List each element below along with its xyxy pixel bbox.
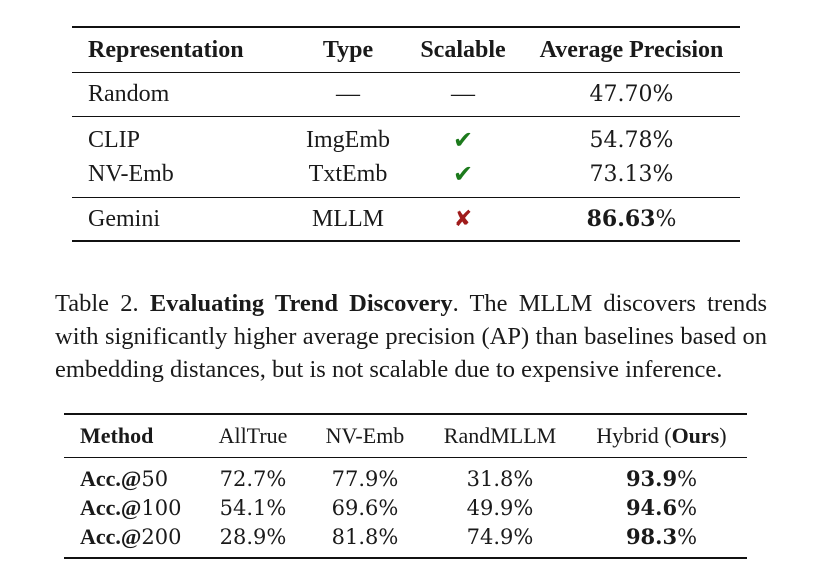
header-hybrid: Hybrid (Ours) — [576, 413, 747, 458]
table-row: Acc.@50 72.7% 77.9% 31.8% 93.9% — [64, 458, 747, 494]
table-row: Acc.@200 28.9% 81.8% 74.9% 98.3% — [64, 522, 747, 559]
header-hybrid-prefix: Hybrid ( — [596, 423, 672, 448]
table-row: Random — — 47.70% — [72, 72, 740, 117]
cell-representation: Gemini — [72, 197, 293, 242]
cell-hybrid: 98.3% — [576, 522, 747, 559]
acc-label: Acc.@ — [80, 523, 142, 549]
table-row: Acc.@100 54.1% 69.6% 49.9% 94.6% — [64, 493, 747, 522]
representation-comparison-table: Representation Type Scalable Average Pre… — [72, 26, 740, 242]
table-row: NV-Emb TxtEmb ✔ 73.13% — [72, 157, 740, 198]
method-accuracy-table: Method AllTrue NV-Emb RandMLLM Hybrid (O… — [64, 413, 747, 559]
best-value: 93.9 — [625, 466, 678, 491]
caption-text: . The MLLM discovers trends with signifi… — [55, 289, 767, 383]
header-average-precision: Average Precision — [523, 26, 740, 73]
acc-k: 200 — [141, 524, 182, 549]
caption-lead: Evaluating Trend Discovery — [149, 289, 453, 317]
cell-type: — — [293, 72, 403, 117]
acc-label: Acc.@ — [80, 465, 142, 491]
header-representation: Representation — [72, 26, 293, 73]
cell-scalable: ✔ — [403, 117, 523, 158]
table-header-row: Method AllTrue NV-Emb RandMLLM Hybrid (O… — [64, 413, 747, 458]
header-type: Type — [293, 26, 403, 73]
cell-alltrue: 28.9% — [200, 522, 306, 559]
cell-hybrid: 94.6% — [576, 493, 747, 522]
table-caption: Table 2. Evaluating Trend Discovery. The… — [55, 287, 767, 386]
cell-representation: NV-Emb — [72, 157, 293, 198]
percent-sign: % — [677, 496, 698, 520]
caption-label: Table 2. — [55, 289, 139, 317]
table-row: CLIP ImgEmb ✔ 54.78% — [72, 117, 740, 158]
cell-nvemb: 77.9% — [331, 466, 399, 491]
acc-label: Acc.@ — [80, 494, 142, 520]
header-hybrid-ours: Ours — [671, 423, 720, 448]
header-nvemb: NV-Emb — [306, 413, 424, 458]
cell-scalable: ✔ — [403, 157, 523, 198]
cross-icon: ✘ — [453, 206, 473, 232]
header-hybrid-suffix: ) — [719, 423, 727, 448]
cell-average-precision: 54.78% — [589, 127, 674, 153]
cell-alltrue: 72.7% — [219, 466, 287, 491]
header-randmllm: RandMLLM — [424, 413, 576, 458]
cell-representation: CLIP — [88, 126, 141, 153]
header-alltrue: AllTrue — [200, 413, 306, 458]
cell-scalable: — — [403, 72, 523, 117]
acc-k: 50 — [141, 466, 169, 491]
cell-average-precision: 73.13% — [523, 157, 740, 198]
cell-nvemb: 81.8% — [306, 522, 424, 559]
acc-k: 100 — [141, 495, 182, 520]
percent-sign: % — [677, 525, 698, 549]
cell-hybrid: 93.9% — [576, 458, 747, 494]
table-header-row: Representation Type Scalable Average Pre… — [72, 26, 740, 73]
percent-sign: % — [677, 467, 698, 491]
cell-type: ImgEmb — [306, 126, 390, 153]
cell-representation: Random — [72, 72, 293, 117]
cell-average-precision: 47.70% — [523, 72, 740, 117]
cell-alltrue: 54.1% — [219, 495, 287, 520]
percent-sign: % — [655, 207, 677, 232]
best-value: 98.3 — [625, 524, 678, 549]
cell-method: Acc.@100 — [64, 493, 200, 522]
cell-method: Acc.@200 — [64, 522, 200, 559]
cell-type: TxtEmb — [293, 157, 403, 198]
table-row: Gemini MLLM ✘ 86.63% — [72, 197, 740, 242]
best-value: 86.63 — [586, 206, 656, 232]
cell-randmllm: 74.9% — [424, 522, 576, 559]
cell-randmllm: 49.9% — [466, 495, 534, 520]
checkmark-icon: ✔ — [452, 125, 474, 154]
cell-method: Acc.@50 — [64, 458, 200, 494]
cell-type: MLLM — [293, 197, 403, 242]
best-value: 94.6 — [625, 495, 678, 520]
cell-nvemb: 69.6% — [331, 495, 399, 520]
header-scalable: Scalable — [403, 26, 523, 73]
checkmark-icon: ✔ — [452, 159, 474, 188]
header-method: Method — [64, 413, 200, 458]
cell-scalable: ✘ — [403, 197, 523, 242]
cell-randmllm: 31.8% — [466, 466, 534, 491]
cell-average-precision: 86.63% — [523, 197, 740, 242]
